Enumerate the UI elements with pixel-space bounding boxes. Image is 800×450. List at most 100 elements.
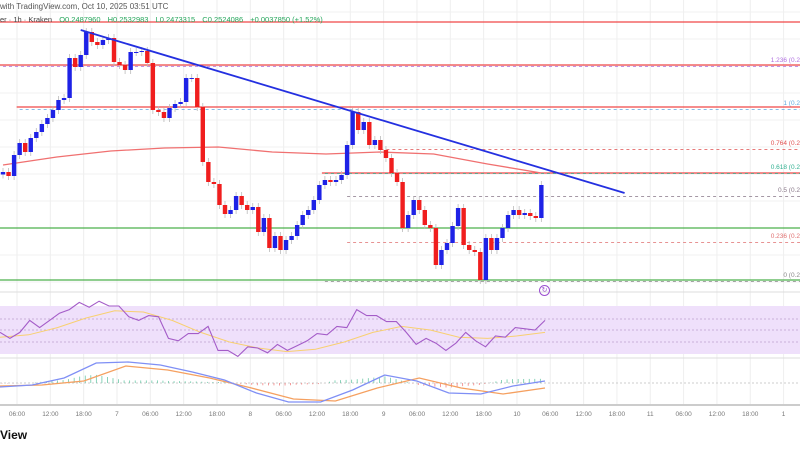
time-axis-label: 18:00 xyxy=(75,411,92,418)
fib-level-label: 1.236 (0.2 xyxy=(770,57,800,64)
candle-up xyxy=(439,250,444,265)
candle-up xyxy=(361,122,366,130)
fib-level-label: 0 (0.2 xyxy=(783,272,800,279)
trendline xyxy=(80,29,625,194)
time-axis-label: 10 xyxy=(513,411,521,418)
candle-up xyxy=(100,40,106,45)
open-value: O0.2487960 xyxy=(59,15,101,24)
brand-logo-text: View xyxy=(0,428,28,442)
time-axis-label: 12:00 xyxy=(42,411,59,418)
candle-down xyxy=(267,218,272,248)
time-axis-label: 18:00 xyxy=(608,411,626,418)
candle-down xyxy=(156,110,161,112)
candle-down xyxy=(72,58,78,67)
candle-up xyxy=(11,155,17,176)
candle-down xyxy=(222,205,228,214)
high-value: H0.2532983 xyxy=(107,15,149,24)
candle-up xyxy=(483,238,489,280)
change-value: +0.0037850 (+1.52%) xyxy=(250,15,323,24)
candle-up xyxy=(455,208,461,226)
time-axis-label: 12:00 xyxy=(175,411,192,418)
candle-up xyxy=(494,238,500,250)
candle-down xyxy=(111,38,117,62)
rsi-line xyxy=(0,300,546,358)
candle-up xyxy=(300,215,305,225)
symbol-label[interactable]: er · 1h · Kraken xyxy=(0,15,53,24)
candle-down xyxy=(217,184,222,205)
candle-up xyxy=(405,215,411,228)
candle-down xyxy=(328,180,333,182)
rsi-ma-line xyxy=(0,310,546,353)
candle-down xyxy=(211,182,217,184)
source-caption: with TradingView.com, Oct 10, 2025 03:51… xyxy=(0,2,169,11)
candle-up xyxy=(306,210,311,215)
candle-down xyxy=(528,213,533,216)
candle-down xyxy=(145,51,150,63)
candle-down xyxy=(389,158,394,173)
time-axis-label: 06:00 xyxy=(675,411,692,418)
candle-down xyxy=(195,78,200,107)
candle-down xyxy=(516,210,522,215)
time-axis-label: 12:00 xyxy=(708,411,726,418)
candle-up xyxy=(56,100,61,110)
fib-level-label: 0.236 (0.2 xyxy=(770,233,800,240)
candle-up xyxy=(444,243,450,250)
candle-up xyxy=(322,180,328,185)
candle-down xyxy=(239,196,244,205)
candle-up xyxy=(128,52,133,70)
candle-up xyxy=(34,132,39,138)
candle-up xyxy=(372,140,378,145)
time-axis-label: 18:00 xyxy=(208,411,226,418)
time-axis-label: 9 xyxy=(381,411,386,418)
time-axis-label: 12:00 xyxy=(575,411,592,418)
time-axis-label: 18:00 xyxy=(475,411,492,418)
candle-up xyxy=(17,143,22,155)
time-axis-label: 12:00 xyxy=(308,411,326,418)
time-axis-label: 12:00 xyxy=(442,411,459,418)
candle-up xyxy=(189,78,194,79)
time-axis-label: 06:00 xyxy=(275,411,292,418)
candle-up xyxy=(0,172,6,175)
candle-up xyxy=(339,175,344,180)
candle-up xyxy=(139,51,144,52)
moving-average-line xyxy=(2,146,542,174)
candle-down xyxy=(95,42,100,45)
candle-up xyxy=(450,226,455,243)
candle-up xyxy=(289,236,294,240)
fib-level-label: 0.764 (0.2 xyxy=(770,140,800,147)
candle-down xyxy=(478,252,483,280)
candle-down xyxy=(417,200,422,210)
candle-up xyxy=(522,213,527,215)
candle-down xyxy=(23,143,28,152)
candle-down xyxy=(278,236,283,250)
candle-down xyxy=(89,32,94,42)
candle-up xyxy=(183,78,189,102)
candle-down xyxy=(367,122,372,145)
candle-up xyxy=(67,58,72,98)
fib-level-label: 0.5 (0.2 xyxy=(777,187,800,194)
candle-up xyxy=(28,138,33,152)
candle-up xyxy=(61,98,67,100)
candle-up xyxy=(411,200,416,215)
candle-up xyxy=(178,102,183,104)
candle-up xyxy=(39,124,45,132)
candle-down xyxy=(428,225,433,228)
candle-up xyxy=(505,215,511,228)
candle-down xyxy=(6,172,11,176)
fib-level-label: 0.618 (0.2 xyxy=(770,164,800,171)
signal-marker-icon[interactable]: ↻ xyxy=(539,285,550,296)
candle-up xyxy=(344,145,350,175)
candle-up xyxy=(317,185,322,200)
candle-down xyxy=(422,210,427,225)
candle-up xyxy=(511,210,516,215)
candle-up xyxy=(50,110,56,118)
candle-up xyxy=(311,200,316,210)
time-axis-label: 06:00 xyxy=(542,411,559,418)
candle-down xyxy=(394,173,400,182)
time-axis-label: 06:00 xyxy=(408,411,426,418)
candle-down xyxy=(467,245,472,250)
candle-down xyxy=(378,140,383,150)
candle-up xyxy=(45,118,50,124)
candle-up xyxy=(500,228,505,238)
